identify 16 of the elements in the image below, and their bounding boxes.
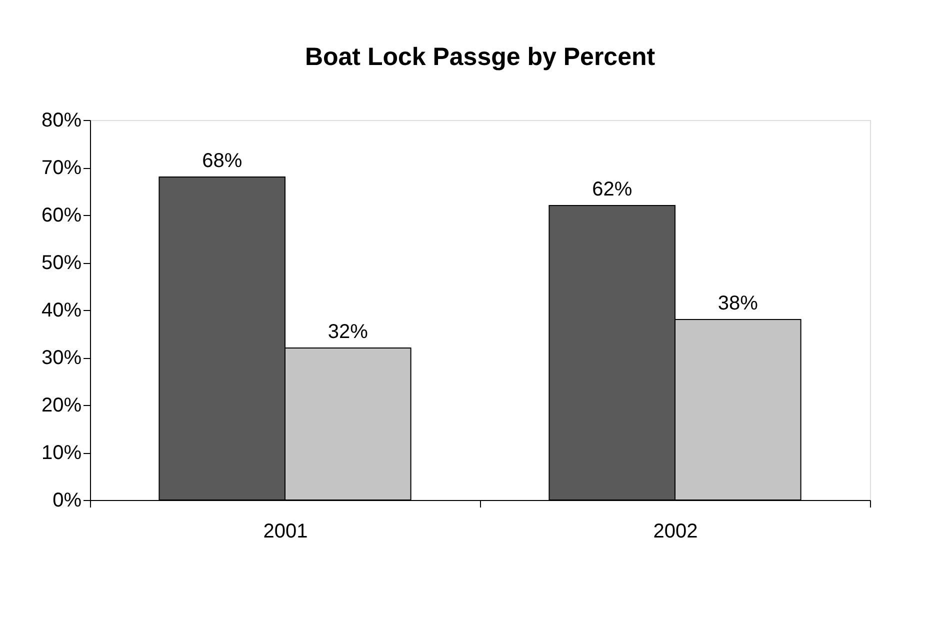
y-tick-label: 40% (41, 300, 82, 322)
y-tick-label: 70% (41, 157, 82, 179)
data-label: 32% (328, 321, 368, 343)
y-tick-label: 20% (41, 394, 82, 416)
data-label: 38% (718, 292, 758, 314)
data-label: 68% (202, 150, 242, 172)
y-tick-label: 0% (52, 490, 82, 512)
y-tick-label: 10% (41, 442, 82, 464)
y-tick-label: 50% (41, 252, 82, 274)
y-tick-label: 80% (41, 110, 82, 132)
x-tick-label: 2001 (263, 520, 308, 542)
y-tick-label: 30% (41, 347, 82, 369)
chart-title: Boat Lock Passge by Percent (304, 43, 656, 71)
x-tick-label: 2002 (653, 520, 698, 542)
y-tick-label: 60% (41, 204, 82, 226)
data-label: 62% (592, 178, 632, 200)
